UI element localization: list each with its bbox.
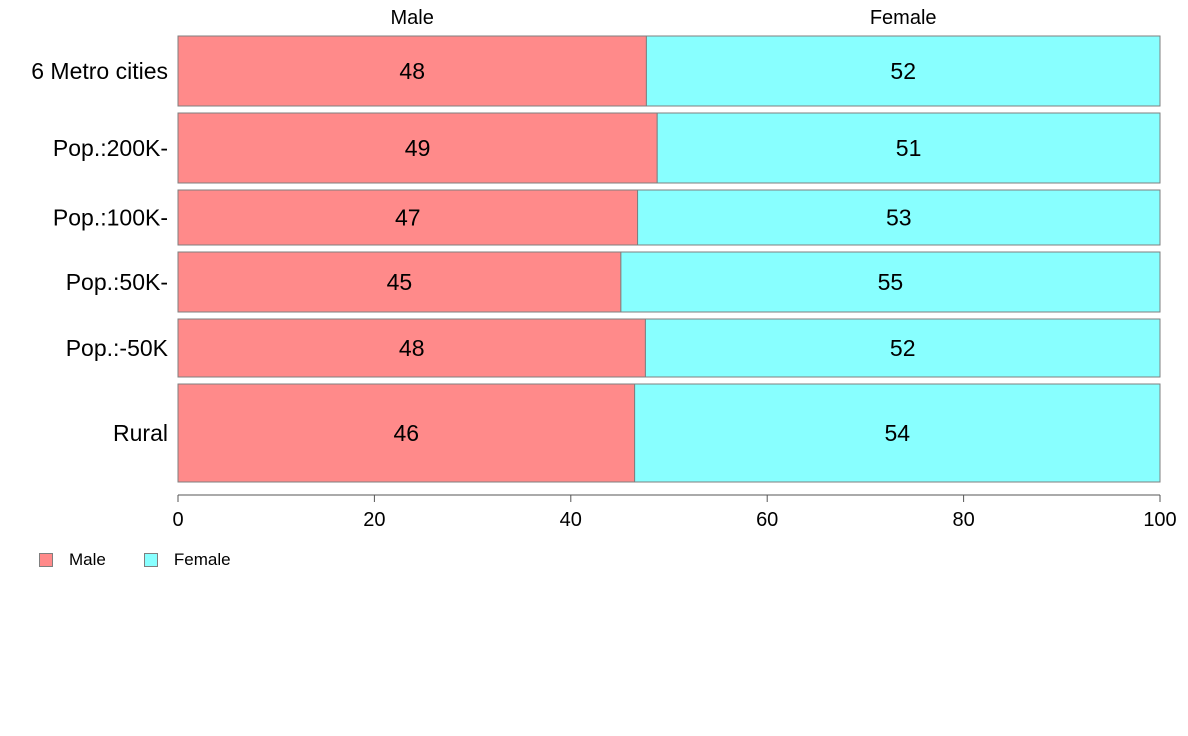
bar-female-5 xyxy=(634,383,1161,483)
category-label-1: Pop.:200K- xyxy=(53,135,168,161)
category-label-4: Pop.:-50K xyxy=(66,335,169,361)
x-tick-label-1: 20 xyxy=(363,509,385,531)
x-tick-label-5: 100 xyxy=(1143,509,1176,531)
legend-label-female: Female xyxy=(173,550,231,569)
data-label-female-1: 51 xyxy=(896,135,922,161)
bar-male-4 xyxy=(177,318,646,378)
category-label-0: 6 Metro cities xyxy=(31,58,168,84)
column-header-0: Male xyxy=(391,7,434,29)
data-label-female-3: 55 xyxy=(878,269,904,295)
x-tick-label-2: 40 xyxy=(560,509,582,531)
legend-label-male: Male xyxy=(69,550,106,569)
legend-item-female: Female xyxy=(143,550,231,570)
legend-item-male: Male xyxy=(39,550,106,570)
x-tick-label-3: 60 xyxy=(756,509,778,531)
legend: Male Female xyxy=(39,550,269,570)
bar-male-0 xyxy=(177,35,647,107)
bar-male-3 xyxy=(177,251,622,313)
data-label-female-5: 54 xyxy=(885,420,911,446)
bar-female-3 xyxy=(620,251,1161,313)
bar-female-1 xyxy=(656,112,1161,184)
data-label-female-0: 52 xyxy=(890,58,916,84)
x-tick-label-4: 80 xyxy=(952,509,974,531)
category-label-2: Pop.:100K- xyxy=(53,205,168,231)
data-label-female-4: 52 xyxy=(890,335,916,361)
bar-female-4 xyxy=(644,318,1161,378)
data-label-male-4: 48 xyxy=(399,335,425,361)
category-label-5: Rural xyxy=(113,420,168,446)
data-label-male-1: 49 xyxy=(405,135,431,161)
legend-swatch-male xyxy=(39,553,53,567)
bar-male-2 xyxy=(177,189,639,246)
column-header-1: Female xyxy=(870,7,937,29)
bar-female-0 xyxy=(645,35,1161,107)
category-label-3: Pop.:50K- xyxy=(66,269,168,295)
data-label-male-2: 47 xyxy=(395,205,421,231)
bar-female-2 xyxy=(637,189,1161,246)
data-label-male-3: 45 xyxy=(387,269,413,295)
bar-male-1 xyxy=(177,112,658,184)
data-label-male-0: 48 xyxy=(399,58,425,84)
legend-swatch-female xyxy=(143,553,158,567)
data-label-male-5: 46 xyxy=(394,420,420,446)
data-label-female-2: 53 xyxy=(886,205,912,231)
x-tick-label-0: 0 xyxy=(172,509,183,531)
